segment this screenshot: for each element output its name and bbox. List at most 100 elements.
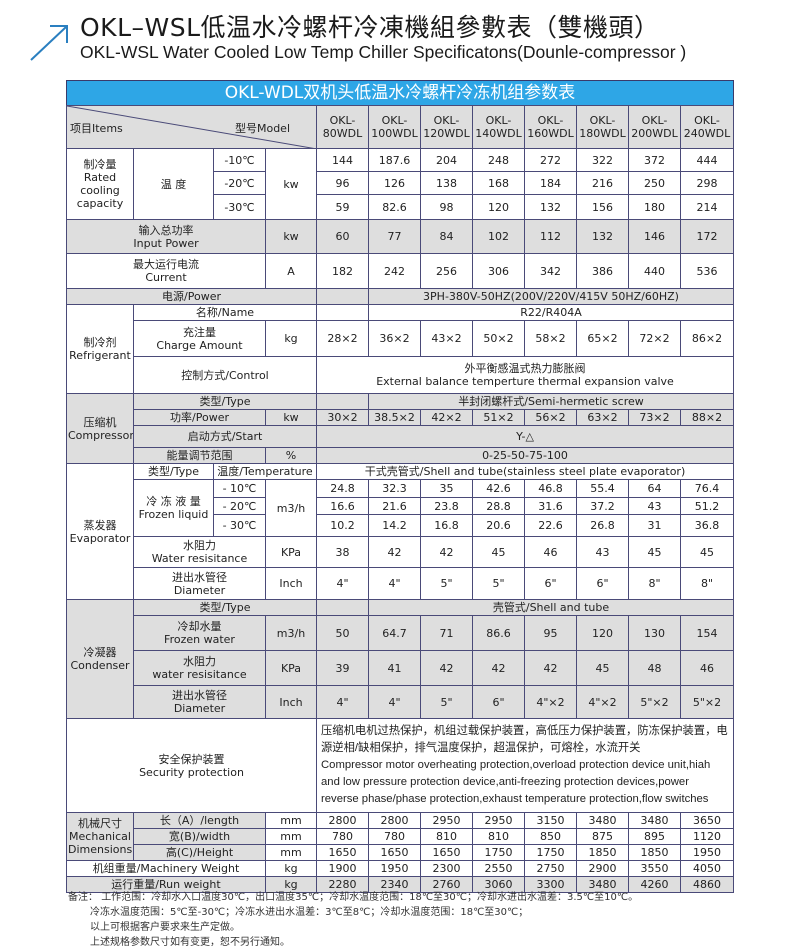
value-cell: 342	[524, 253, 577, 289]
notes: 备注： 工作范围：冷却水入口温度30℃，出口温度35℃；冷却水温度范围：18℃至…	[68, 890, 638, 950]
cooling-label: 制冷量 Rated cooling capacity	[66, 148, 134, 220]
value-cell: 43×2	[420, 320, 473, 357]
start-label: 启动方式/Start	[133, 425, 317, 448]
arrow-up-right-icon	[30, 25, 68, 61]
temp-cell: -20℃	[213, 171, 266, 195]
temp-cell: - 10℃	[213, 479, 266, 498]
value-cell: 23.8	[420, 497, 473, 515]
value-cell: 58×2	[524, 320, 577, 357]
value-cell: 444	[680, 148, 734, 172]
value-cell: 21.6	[368, 497, 421, 515]
evaporator-label: 蒸发器 Evaporator	[66, 463, 134, 600]
value-cell: 895	[628, 828, 681, 845]
value-cell: 77	[368, 219, 421, 254]
value-cell: 42	[524, 650, 577, 686]
run-weight-label: 运行重量/Run weight	[66, 876, 266, 893]
value-cell: 46	[680, 650, 734, 686]
value-cell: 322	[576, 148, 629, 172]
value-cell: 95	[524, 615, 577, 651]
value-cell: 64.7	[368, 615, 421, 651]
unit-cell: Inch	[265, 567, 317, 600]
dimension-label: 宽(B)/width	[133, 828, 266, 845]
value-cell: 86.6	[472, 615, 525, 651]
unit-cell: A	[265, 253, 317, 289]
value-cell: 50	[316, 615, 369, 651]
value-cell: 810	[420, 828, 473, 845]
value-cell: 30×2	[316, 409, 369, 426]
value-cell: 5"	[420, 685, 473, 719]
value-cell: 216	[576, 171, 629, 195]
value-cell: 248	[472, 148, 525, 172]
security-label: 安全保护装置 Security protection	[66, 718, 317, 813]
evaporator-temp-label: 温度/Temperature	[213, 463, 317, 480]
condenser-diameter-label: 进出水管径 Diameter	[133, 685, 266, 719]
value-cell: 3480	[628, 812, 681, 829]
unit-cell: Inch	[265, 685, 317, 719]
note-line: 冷冻水温度范围：5℃至-30℃；冷冻水进出水温差：3℃至8℃；冷却水温度范围：1…	[90, 907, 529, 918]
condenser-label: 冷凝器 Condenser	[66, 599, 134, 719]
value-cell: 536	[680, 253, 734, 289]
condenser-resistance-label: 水阻力 water resisitance	[133, 650, 266, 686]
value-cell: 72×2	[628, 320, 681, 357]
value-cell: 56×2	[524, 409, 577, 426]
value-cell: 120	[472, 194, 525, 220]
value-cell: 1850	[628, 844, 681, 861]
value-cell: 37.2	[576, 497, 629, 515]
value-cell: 204	[420, 148, 473, 172]
value-cell: 810	[472, 828, 525, 845]
items-label: 项目Items	[70, 122, 123, 135]
note-line: 以上可根据客户要求来生产定做。	[90, 922, 240, 933]
note-line: 备注： 工作范围：冷却水入口温度30℃，出口温度35℃；冷却水温度范围：18℃至…	[68, 892, 639, 903]
control-value: 外平衡感温式热力膨胀阀 External balance temperture t…	[316, 356, 734, 394]
value-cell: 242	[368, 253, 421, 289]
model-header: OKL-120WDL	[420, 105, 473, 149]
value-cell: 2800	[316, 812, 369, 829]
value-cell: 42	[472, 650, 525, 686]
value-cell: 850	[524, 828, 577, 845]
value-cell: 875	[576, 828, 629, 845]
value-cell: 55.4	[576, 479, 629, 498]
unit-cell: kg	[265, 320, 317, 357]
value-cell: 180	[628, 194, 681, 220]
unit-cell: m3/h	[265, 615, 317, 651]
value-cell: 8"	[680, 567, 734, 600]
value-cell: 3300	[524, 876, 577, 893]
value-cell: 1950	[368, 860, 421, 877]
value-cell: 102	[472, 219, 525, 254]
start-value: Y-△	[316, 425, 734, 448]
value-cell: 1950	[680, 844, 734, 861]
refrigerant-name-label: 名称/Name	[133, 304, 317, 321]
value-cell: 4"×2	[576, 685, 629, 719]
unit-cell: m3/h	[265, 479, 317, 537]
value-cell: 22.6	[524, 514, 577, 537]
value-cell: 182	[316, 253, 369, 289]
unit-cell: KPa	[265, 650, 317, 686]
empty-cell	[316, 288, 369, 305]
unit-cell: kw	[265, 219, 317, 254]
value-cell: 35	[420, 479, 473, 498]
value-cell: 132	[524, 194, 577, 220]
model-header: OKL-180WDL	[576, 105, 629, 149]
empty-cell	[316, 304, 369, 321]
condenser-water-label: 冷却水量 Frozen water	[133, 615, 266, 651]
value-cell: 120	[576, 615, 629, 651]
unit-cell: KPa	[265, 536, 317, 568]
compressor-type-label: 类型/Type	[133, 393, 317, 410]
power-supply-value: 3PH-380V-50HZ(200V/220V/415V 50HZ/60HZ)	[368, 288, 734, 305]
value-cell: 5"×2	[680, 685, 734, 719]
value-cell: 38	[316, 536, 369, 568]
value-cell: 42	[368, 536, 421, 568]
value-cell: 6"	[524, 567, 577, 600]
value-cell: 45	[680, 536, 734, 568]
compressor-label: 压缩机 Compressor	[66, 393, 134, 464]
dimensions-label: 机械尺寸 Mechanical Dimensions	[66, 812, 134, 861]
value-cell: 184	[524, 171, 577, 195]
value-cell: 26.8	[576, 514, 629, 537]
value-cell: 132	[576, 219, 629, 254]
value-cell: 20.6	[472, 514, 525, 537]
value-cell: 1750	[524, 844, 577, 861]
value-cell: 63×2	[576, 409, 629, 426]
value-cell: 2750	[524, 860, 577, 877]
dimension-label: 长（A）/length	[133, 812, 266, 829]
value-cell: 298	[680, 171, 734, 195]
